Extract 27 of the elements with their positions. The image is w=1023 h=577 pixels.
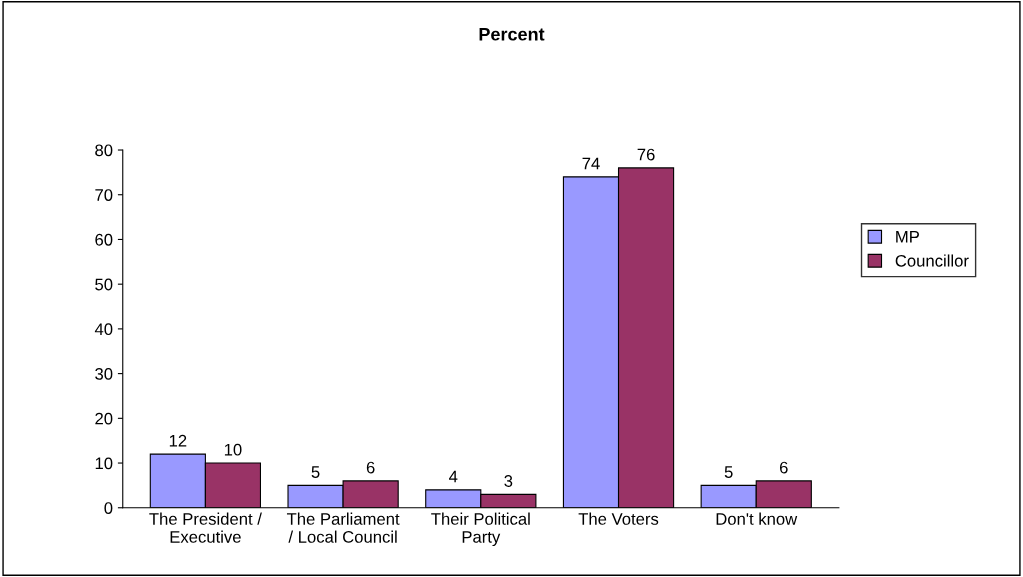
data-label: 76 (637, 148, 655, 161)
y-tick-label: 80 (95, 144, 113, 157)
data-label: 10 (224, 443, 242, 456)
y-tick-label: 70 (95, 189, 113, 201)
x-tick-label: The Voters (578, 512, 659, 525)
y-tick-label: 20 (95, 412, 113, 425)
data-label: 3 (504, 475, 513, 487)
data-label: 12 (169, 434, 187, 447)
y-tick-label: 50 (95, 278, 113, 291)
data-label: 5 (311, 466, 320, 478)
data-label: 6 (779, 461, 788, 474)
x-tick-label: The President / Executive (149, 512, 262, 543)
y-tick-label: 40 (94, 323, 113, 336)
legend-label: Councillor (895, 254, 969, 267)
y-tick-label: 60 (95, 233, 113, 246)
y-tick-label: 30 (95, 368, 113, 380)
data-label: 74 (582, 157, 600, 170)
x-tick-label: The Parliament / Local Council (286, 512, 400, 543)
data-label: 4 (449, 470, 458, 483)
data-label: 5 (724, 466, 733, 478)
x-tick-label: Don't know (716, 512, 798, 525)
chart-title: Percent (479, 27, 545, 41)
legend-label: MP (896, 231, 919, 243)
y-tick-label: 0 (104, 502, 113, 514)
y-tick-label: 10 (95, 457, 113, 470)
x-tick-label: Their Political Party (431, 512, 530, 547)
data-label: 6 (366, 461, 375, 474)
